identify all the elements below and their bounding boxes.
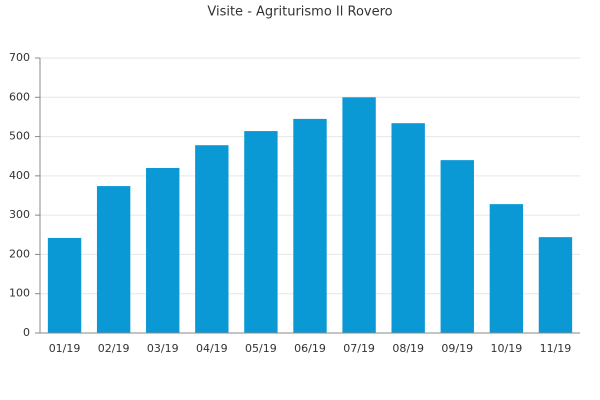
- y-tick-label: 600: [9, 90, 30, 103]
- x-tick-label: 01/19: [49, 342, 81, 355]
- bar: [391, 123, 425, 333]
- bar: [342, 97, 376, 334]
- bar: [195, 145, 229, 333]
- bar: [538, 237, 573, 333]
- x-tick-label: 11/19: [540, 342, 572, 355]
- x-tick-label: 03/19: [147, 342, 179, 355]
- bar: [293, 118, 327, 334]
- y-tick-label: 100: [9, 287, 30, 300]
- bar: [146, 168, 180, 333]
- bar: [489, 204, 524, 333]
- y-tick-label: 0: [23, 326, 30, 339]
- x-tick-label: 06/19: [294, 342, 326, 355]
- y-tick-label: 500: [9, 130, 30, 143]
- chart-title: Visite - Agriturismo Il Rovero: [207, 5, 392, 20]
- x-tick-label: 02/19: [98, 342, 130, 355]
- x-tick-label: 10/19: [491, 342, 523, 355]
- y-tick-label: 700: [9, 51, 30, 64]
- bar: [244, 131, 278, 333]
- x-tick-label: 09/19: [441, 342, 473, 355]
- bar: [440, 160, 474, 333]
- y-tick-label: 400: [9, 169, 30, 182]
- y-tick-label: 300: [9, 208, 30, 221]
- x-tick-label: 05/19: [245, 342, 277, 355]
- x-tick-label: 08/19: [392, 342, 424, 355]
- bar: [96, 186, 131, 333]
- x-tick-label: 04/19: [196, 342, 228, 355]
- x-tick-label: 07/19: [343, 342, 375, 355]
- y-tick-label: 200: [9, 247, 30, 260]
- bar: [47, 237, 82, 333]
